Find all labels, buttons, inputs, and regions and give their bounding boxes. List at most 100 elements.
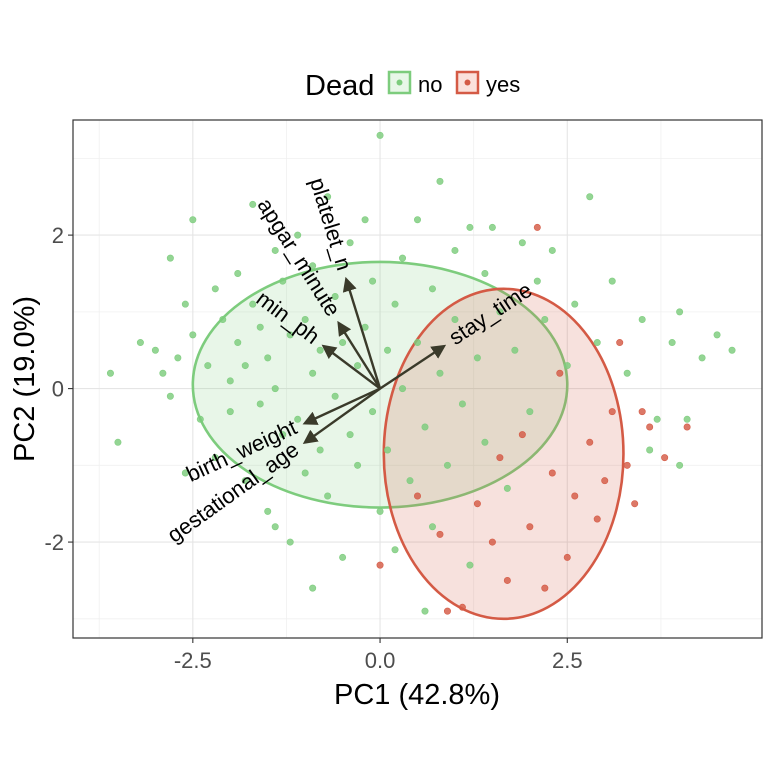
point-no bbox=[219, 316, 227, 324]
point-yes bbox=[661, 454, 669, 462]
point-no bbox=[204, 362, 212, 370]
point-no bbox=[481, 269, 489, 277]
point-yes bbox=[683, 423, 691, 431]
point-no bbox=[399, 385, 407, 393]
point-yes bbox=[518, 431, 526, 439]
point-no bbox=[316, 446, 324, 454]
point-no bbox=[436, 369, 444, 377]
point-no bbox=[428, 285, 436, 293]
point-no bbox=[339, 339, 347, 347]
point-no bbox=[249, 200, 257, 208]
point-no bbox=[728, 346, 736, 354]
point-no bbox=[676, 461, 684, 469]
point-no bbox=[181, 469, 189, 477]
point-no bbox=[676, 308, 684, 316]
point-no bbox=[241, 477, 249, 485]
point-no bbox=[623, 369, 631, 377]
point-no bbox=[241, 362, 249, 370]
data-points bbox=[106, 131, 736, 615]
point-no bbox=[683, 415, 691, 423]
point-yes bbox=[436, 530, 444, 538]
loading-arrow-stay_time bbox=[379, 344, 447, 390]
point-no bbox=[593, 339, 601, 347]
point-no bbox=[428, 523, 436, 531]
point-yes bbox=[548, 469, 556, 477]
point-no bbox=[316, 346, 324, 354]
point-no bbox=[413, 216, 421, 224]
point-yes bbox=[556, 369, 564, 377]
point-no bbox=[436, 177, 444, 185]
point-no bbox=[421, 607, 429, 615]
point-yes bbox=[571, 492, 579, 500]
point-yes bbox=[413, 492, 421, 500]
point-no bbox=[384, 446, 392, 454]
point-no bbox=[466, 223, 474, 231]
point-no bbox=[376, 507, 384, 515]
point-yes bbox=[616, 339, 624, 347]
point-no bbox=[548, 246, 556, 254]
point-no bbox=[249, 300, 257, 308]
point-no bbox=[361, 216, 369, 224]
legend-key-yes bbox=[455, 70, 480, 95]
point-no bbox=[541, 316, 549, 324]
point-no bbox=[473, 354, 481, 362]
point-no bbox=[226, 377, 234, 385]
point-yes bbox=[533, 223, 541, 231]
point-no bbox=[294, 231, 302, 239]
point-no bbox=[451, 316, 459, 324]
point-yes bbox=[593, 515, 601, 523]
point-no bbox=[271, 523, 279, 531]
point-no bbox=[106, 369, 114, 377]
panel-border bbox=[72, 119, 763, 639]
point-yes bbox=[541, 584, 549, 592]
point-no bbox=[211, 454, 219, 462]
point-no bbox=[264, 507, 272, 515]
point-no bbox=[354, 461, 362, 469]
point-no bbox=[324, 193, 332, 201]
point-no bbox=[159, 369, 167, 377]
point-no bbox=[698, 354, 706, 362]
point-yes bbox=[586, 438, 594, 446]
point-no bbox=[189, 216, 197, 224]
point-no bbox=[481, 438, 489, 446]
point-no bbox=[511, 346, 519, 354]
point-no bbox=[354, 362, 362, 370]
point-no bbox=[174, 354, 182, 362]
point-no bbox=[346, 239, 354, 247]
legend-label-no: no bbox=[418, 72, 442, 97]
panel-background bbox=[73, 120, 762, 638]
point-no bbox=[369, 277, 377, 285]
point-no bbox=[309, 584, 317, 592]
point-no bbox=[503, 484, 511, 492]
point-no bbox=[376, 131, 384, 139]
legend: Dead no yes bbox=[305, 70, 520, 102]
point-no bbox=[294, 415, 302, 423]
point-no bbox=[443, 461, 451, 469]
point-no bbox=[234, 339, 242, 347]
point-no bbox=[339, 553, 347, 561]
point-yes bbox=[443, 607, 451, 615]
point-yes bbox=[496, 454, 504, 462]
point-no bbox=[279, 431, 287, 439]
point-no bbox=[638, 316, 646, 324]
loading-arrow-min_ph bbox=[321, 344, 381, 390]
legend-label-yes: yes bbox=[486, 72, 520, 97]
point-no bbox=[406, 477, 414, 485]
point-no bbox=[391, 546, 399, 554]
point-yes bbox=[376, 561, 384, 569]
point-yes bbox=[631, 500, 639, 508]
point-no bbox=[271, 246, 279, 254]
point-no bbox=[346, 431, 354, 439]
point-no bbox=[166, 392, 174, 400]
point-no bbox=[668, 339, 676, 347]
point-no bbox=[114, 438, 122, 446]
point-no bbox=[608, 277, 616, 285]
y-tick-label: 0 bbox=[52, 377, 64, 402]
x-tick-label: 0.0 bbox=[365, 648, 396, 673]
point-no bbox=[466, 561, 474, 569]
point-no bbox=[286, 538, 294, 546]
point-no bbox=[264, 354, 272, 362]
point-no bbox=[301, 469, 309, 477]
